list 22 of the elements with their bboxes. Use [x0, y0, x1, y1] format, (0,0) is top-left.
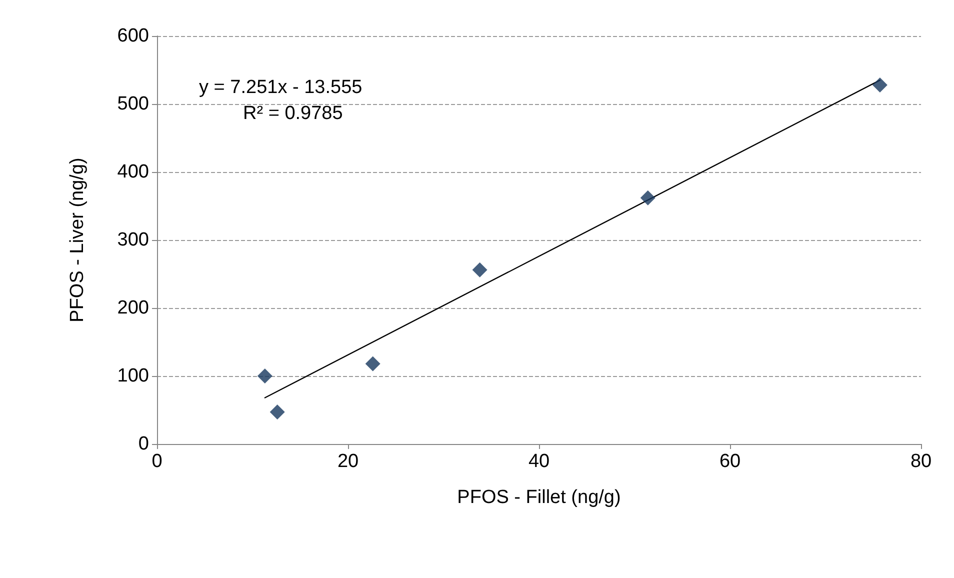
- point: [270, 404, 285, 420]
- x-tick-label: 80: [910, 451, 932, 472]
- y-tick-label: 0: [138, 434, 149, 454]
- y-tick-label: 600: [117, 26, 149, 46]
- y-tick-label: 300: [117, 230, 149, 250]
- x-tick-label: 60: [719, 451, 741, 472]
- x-tick-label: 20: [337, 451, 359, 472]
- y-tick-label: 500: [117, 94, 149, 114]
- y-axis-title: PFOS - Liver (ng/g): [67, 158, 88, 322]
- annotation: y = 7.251x - 13.555: [199, 77, 362, 98]
- annotation: R² = 0.9785: [243, 103, 343, 124]
- x-tick-label: 0: [152, 451, 162, 472]
- point: [472, 262, 488, 278]
- y-tick-label: 400: [117, 162, 149, 182]
- point: [365, 356, 380, 372]
- y-tick-label: 100: [117, 366, 149, 386]
- point: [872, 77, 888, 92]
- x-axis-title: PFOS - Fillet (ng/g): [457, 487, 621, 508]
- y-tick-label: 200: [117, 298, 149, 318]
- x-tick-label: 40: [528, 451, 550, 472]
- point: [640, 190, 656, 206]
- point: [257, 368, 272, 384]
